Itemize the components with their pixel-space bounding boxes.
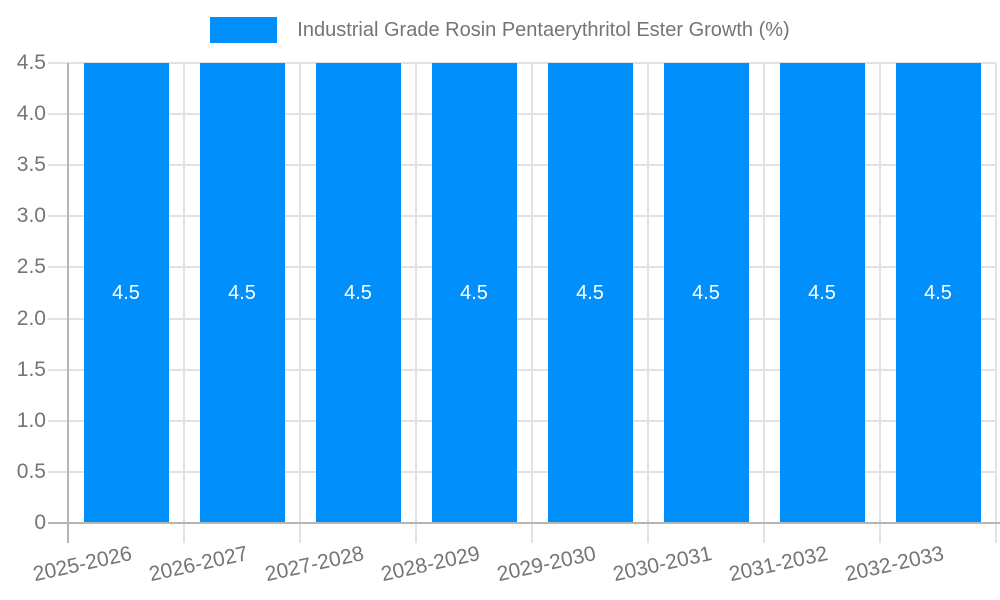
x-axis-tick — [531, 523, 533, 543]
gridline-vertical — [415, 63, 417, 523]
bar — [199, 63, 285, 523]
gridline-vertical — [995, 63, 997, 523]
bar-value-label: 4.5 — [228, 282, 256, 304]
x-axis-tick — [183, 523, 185, 543]
x-axis-tick — [995, 523, 997, 543]
y-axis-tick-label: 0.5 — [16, 459, 46, 483]
y-axis-tick — [48, 164, 68, 167]
bar-value-label: 4.5 — [924, 282, 952, 304]
x-axis-tick — [763, 523, 765, 543]
gridline-vertical — [763, 63, 765, 523]
x-axis-tick — [415, 523, 417, 543]
gridline-vertical — [879, 63, 881, 523]
y-axis-tick-label: 0 — [34, 511, 46, 534]
chart-legend[interactable]: Industrial Grade Rosin Pentaerythritol E… — [0, 17, 1000, 43]
gridline-vertical — [183, 63, 185, 523]
y-axis-tick-label: 2.5 — [16, 255, 46, 279]
x-axis-line — [48, 522, 1000, 524]
y-axis-tick — [48, 317, 68, 320]
y-axis-tick — [48, 215, 68, 218]
gridline-vertical — [531, 63, 533, 523]
x-axis-tick — [647, 523, 649, 543]
bar-value-label: 4.5 — [808, 282, 836, 304]
x-axis-tick — [879, 523, 881, 543]
bar — [431, 63, 517, 523]
legend-label: Industrial Grade Rosin Pentaerythritol E… — [297, 18, 790, 41]
gridline-vertical — [647, 63, 649, 523]
y-axis-tick-label: 1.5 — [16, 357, 46, 381]
bar — [663, 63, 749, 523]
y-axis-tick-label: 2.0 — [16, 306, 46, 330]
y-axis-tick — [48, 62, 68, 64]
legend-swatch-icon — [210, 17, 278, 43]
bar — [779, 63, 865, 523]
bar-value-label: 4.5 — [576, 282, 604, 304]
y-axis-tick — [48, 113, 68, 116]
bar — [547, 63, 633, 523]
y-axis-tick-label: 3.5 — [16, 153, 46, 177]
y-axis-tick-label: 1.0 — [16, 408, 46, 432]
y-axis-tick — [48, 470, 68, 473]
y-axis-line — [67, 63, 69, 543]
y-axis-tick-label: 4.5 — [16, 51, 46, 74]
bar-value-label: 4.5 — [112, 282, 140, 304]
y-axis-tick-label: 3.0 — [16, 204, 46, 228]
bar-value-label: 4.5 — [460, 282, 488, 304]
bar — [895, 63, 981, 523]
gridline-vertical — [299, 63, 301, 523]
bar-value-label: 4.5 — [692, 282, 720, 304]
y-axis-tick-label: 4.0 — [16, 102, 46, 126]
x-axis-tick — [299, 523, 301, 543]
bar-value-label: 4.5 — [344, 282, 372, 304]
bar — [83, 63, 169, 523]
y-axis-tick — [48, 266, 68, 269]
y-axis-tick — [48, 419, 68, 422]
y-axis-tick — [48, 368, 68, 371]
bar — [315, 63, 401, 523]
